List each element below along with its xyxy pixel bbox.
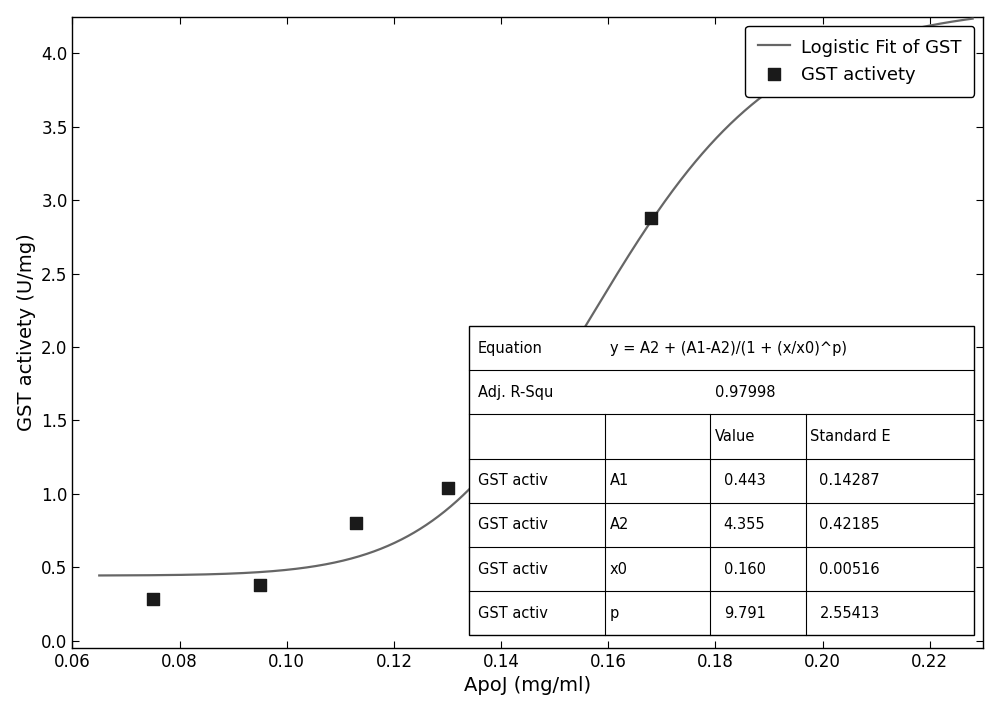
GST activety	[145, 594, 161, 605]
X-axis label: ApoJ (mg/ml): ApoJ (mg/ml)	[464, 676, 591, 696]
Text: GST activ: GST activ	[478, 562, 548, 577]
Text: 0.443: 0.443	[724, 473, 765, 488]
Text: 0.42185: 0.42185	[819, 518, 880, 533]
GST activety	[841, 61, 857, 73]
GST activety	[643, 212, 659, 224]
Logistic Fit of GST	[774, 79, 786, 88]
Text: 0.160: 0.160	[724, 562, 766, 577]
Text: p: p	[610, 606, 619, 621]
Logistic Fit of GST	[693, 153, 705, 162]
GST activety	[440, 482, 456, 493]
Text: Adj. R-Squ: Adj. R-Squ	[478, 384, 553, 399]
Text: GST activ: GST activ	[478, 473, 548, 488]
Logistic Fit of GST	[446, 501, 458, 509]
Legend: Logistic Fit of GST, GST activety: Logistic Fit of GST, GST activety	[745, 26, 974, 97]
Y-axis label: GST activety (U/mg): GST activety (U/mg)	[17, 234, 36, 431]
Text: 0.00516: 0.00516	[819, 562, 880, 577]
Text: 0.14287: 0.14287	[819, 473, 880, 488]
FancyBboxPatch shape	[469, 326, 974, 635]
GST activety	[547, 396, 563, 407]
GST activety	[252, 579, 268, 590]
GST activety	[348, 518, 364, 529]
Text: A2: A2	[610, 518, 629, 533]
Text: GST activ: GST activ	[478, 518, 548, 533]
Text: Value: Value	[715, 429, 755, 444]
Logistic Fit of GST	[790, 69, 802, 78]
GST activety	[761, 67, 777, 78]
Logistic Fit of GST	[93, 571, 105, 580]
Text: Equation: Equation	[478, 340, 543, 355]
Text: 2.55413: 2.55413	[819, 606, 880, 621]
Text: x0: x0	[610, 562, 628, 577]
Text: 9.791: 9.791	[724, 606, 766, 621]
Text: Standard E: Standard E	[810, 429, 891, 444]
Text: 0.97998: 0.97998	[715, 384, 775, 399]
Line: Logistic Fit of GST: Logistic Fit of GST	[99, 19, 973, 575]
Logistic Fit of GST	[478, 469, 490, 478]
Text: A1: A1	[610, 473, 629, 488]
Text: GST activ: GST activ	[478, 606, 548, 621]
Text: y = A2 + (A1-A2)/(1 + (x/x0)^p): y = A2 + (A1-A2)/(1 + (x/x0)^p)	[610, 340, 847, 355]
Logistic Fit of GST	[967, 14, 979, 23]
Text: 4.355: 4.355	[724, 518, 765, 533]
Logistic Fit of GST	[182, 570, 194, 579]
